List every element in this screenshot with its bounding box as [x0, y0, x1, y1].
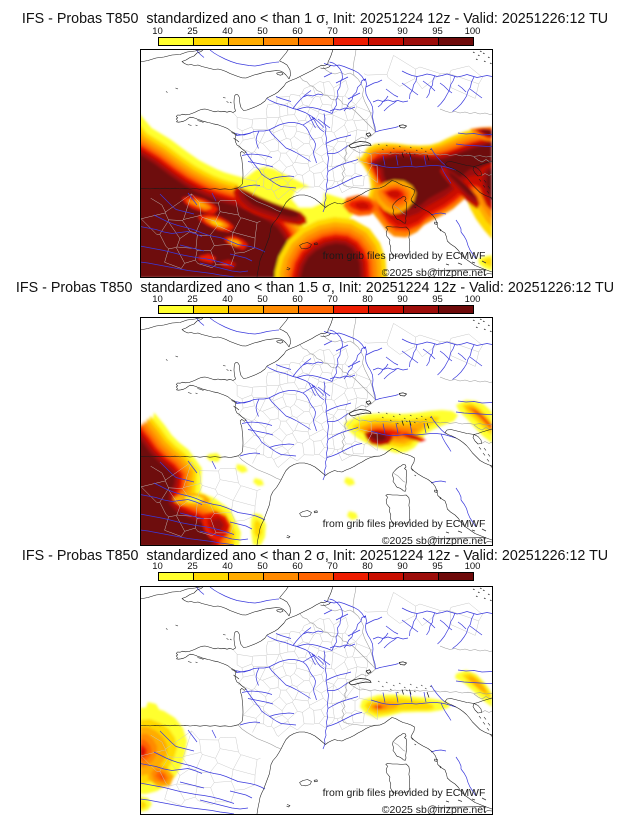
svg-text:from grib files provided by EC: from grib files provided by ECMWF — [323, 787, 486, 799]
svg-text:from grib files provided by EC: from grib files provided by ECMWF — [323, 250, 486, 262]
svg-text:from grib files provided by EC: from grib files provided by ECMWF — [323, 518, 486, 530]
svg-text:©2025 sb@irizpne.net: ©2025 sb@irizpne.net — [382, 804, 486, 815]
svg-text:©2025 sb@irizpne.net: ©2025 sb@irizpne.net — [382, 267, 486, 278]
svg-text:©2025 sb@irizpne.net: ©2025 sb@irizpne.net — [382, 535, 486, 546]
